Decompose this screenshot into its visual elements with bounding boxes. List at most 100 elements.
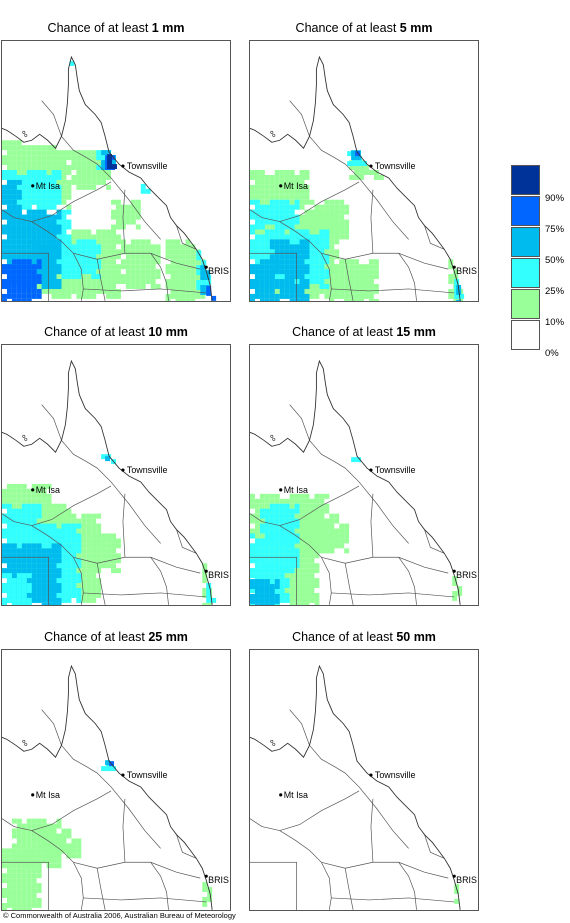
rain-cell	[21, 219, 27, 225]
rain-cell	[145, 244, 151, 250]
rain-cell	[56, 274, 62, 280]
rain-cell	[21, 853, 27, 859]
rain-cell	[279, 170, 285, 175]
rain-cell	[299, 588, 305, 593]
rain-cell	[329, 214, 335, 220]
rain-cell	[324, 254, 330, 260]
rain-cell	[31, 858, 37, 864]
rain-cell	[344, 229, 350, 235]
rain-cell	[31, 597, 37, 603]
rain-cell	[31, 224, 37, 230]
rain-cell	[289, 284, 295, 289]
townsville-label: Townsville	[375, 770, 416, 780]
rain-cell	[259, 538, 265, 544]
rain-cell	[31, 274, 37, 280]
rain-cell	[309, 214, 315, 220]
rain-cell	[185, 264, 191, 270]
rain-cell	[51, 249, 57, 255]
rain-cell	[349, 288, 355, 294]
rain-cell	[46, 244, 52, 250]
rain-cell	[279, 184, 285, 190]
rain-cell	[66, 269, 72, 275]
rain-cell	[111, 553, 116, 559]
rain-cell	[354, 174, 360, 180]
rain-cell	[51, 503, 57, 509]
rain-cell	[51, 229, 57, 235]
rain-cell	[51, 583, 57, 589]
region-border	[309, 136, 409, 240]
rain-cell	[16, 583, 22, 589]
region-border	[424, 529, 445, 554]
rain-cell	[66, 592, 72, 598]
rain-cell	[51, 165, 57, 171]
rain-cell	[339, 269, 345, 275]
rain-cell	[264, 184, 270, 190]
legend-label-50: 50%	[545, 255, 565, 266]
rain-cell	[299, 279, 305, 285]
rain-cell	[71, 284, 77, 289]
rain-cell	[46, 848, 52, 854]
rain-cell	[364, 288, 369, 294]
rain-cell	[294, 592, 300, 598]
rain-cell	[196, 280, 202, 285]
rain-cell	[61, 513, 67, 519]
rain-cell	[76, 244, 82, 250]
rain-cell	[180, 244, 186, 250]
rain-cell	[279, 279, 285, 285]
rain-cell	[314, 259, 320, 265]
rain-cell	[101, 254, 107, 260]
rain-cell	[309, 523, 315, 529]
rain-cell	[269, 563, 275, 569]
rain-cell	[41, 279, 47, 285]
rain-cell	[279, 244, 285, 250]
rain-cell	[36, 883, 42, 889]
rain-cell	[145, 254, 151, 260]
rain-cell	[71, 279, 77, 285]
rain-cell	[51, 179, 57, 185]
rain-cell	[289, 219, 295, 225]
rain-cell	[76, 843, 82, 849]
rain-cell	[36, 518, 42, 524]
rain-cell	[254, 518, 260, 524]
rain-cell	[61, 150, 67, 156]
rain-cell	[334, 533, 340, 539]
rain-cell	[76, 160, 82, 166]
rain-cell	[11, 553, 17, 559]
rain-cell	[250, 209, 255, 215]
rain-cell	[2, 848, 7, 854]
rain-cell	[334, 219, 340, 225]
rain-cell	[16, 189, 22, 195]
rain-cell	[259, 234, 265, 240]
rain-cell	[31, 568, 37, 574]
rain-cell	[46, 229, 52, 235]
rain-cell	[2, 229, 7, 235]
rain-cell	[274, 593, 280, 599]
rain-cell	[269, 503, 275, 509]
rain-cell	[111, 766, 116, 772]
rain-cell	[41, 264, 47, 270]
rain-cell	[31, 533, 37, 539]
rain-cell	[71, 229, 77, 235]
rain-cell	[66, 528, 72, 534]
rain-cell	[41, 224, 47, 230]
rain-cell	[71, 853, 77, 859]
rain-cell	[76, 229, 82, 235]
rain-cell	[250, 249, 255, 255]
rain-cell	[6, 184, 12, 190]
rain-cell	[254, 558, 260, 564]
rain-cell	[16, 568, 22, 574]
rain-cell	[274, 493, 280, 499]
rain-cell	[324, 199, 330, 205]
rain-cell	[21, 483, 27, 489]
rain-cell	[26, 150, 32, 156]
region-border	[398, 253, 417, 301]
rain-cell	[269, 204, 275, 210]
title-amount: 5 mm	[399, 21, 433, 35]
rain-cell	[46, 518, 52, 524]
rain-cell	[31, 160, 37, 166]
rain-cell	[359, 284, 364, 289]
rain-cell	[319, 249, 325, 255]
rain-cell	[81, 538, 87, 544]
rain-cell	[259, 264, 265, 270]
